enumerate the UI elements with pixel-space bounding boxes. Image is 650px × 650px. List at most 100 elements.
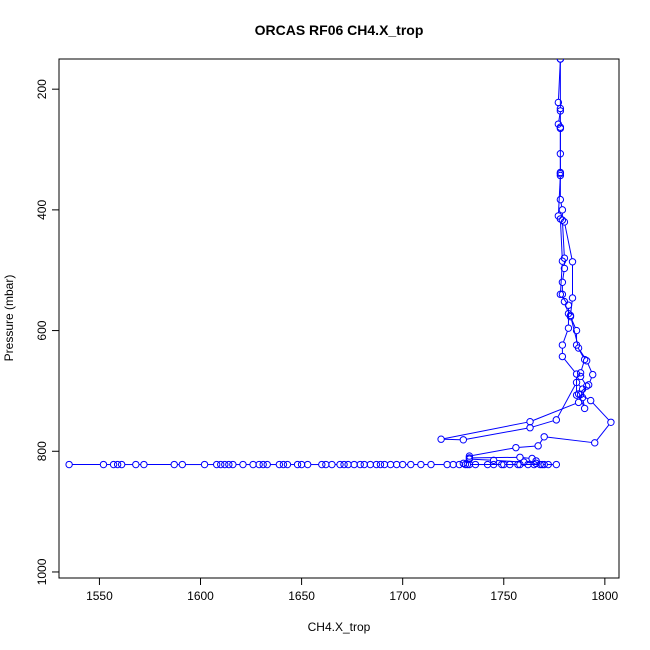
data-point bbox=[584, 381, 593, 389]
data-point bbox=[263, 460, 271, 469]
data-point bbox=[578, 393, 587, 402]
data-point bbox=[540, 433, 548, 441]
series-segment bbox=[587, 363, 592, 372]
series-segment bbox=[581, 362, 585, 370]
x-tick-label: 1550 bbox=[86, 589, 113, 603]
y-tick-label: 1000 bbox=[35, 558, 49, 585]
series-segment bbox=[562, 271, 565, 280]
data-point bbox=[536, 460, 544, 469]
x-tick-label: 1700 bbox=[389, 589, 416, 603]
data-point bbox=[459, 436, 468, 444]
data-point bbox=[558, 352, 567, 361]
series-segment bbox=[539, 439, 543, 444]
data-point bbox=[372, 460, 381, 469]
data-point bbox=[239, 460, 247, 469]
data-point bbox=[556, 171, 565, 180]
data-point bbox=[516, 460, 524, 469]
data-point bbox=[538, 460, 546, 469]
y-tick-label: 200 bbox=[35, 79, 49, 99]
x-tick-label: 1600 bbox=[187, 589, 214, 603]
x-tick-label: 1750 bbox=[490, 589, 517, 603]
data-point bbox=[558, 216, 567, 224]
data-point bbox=[572, 391, 581, 399]
data-point bbox=[376, 460, 385, 469]
series-segment bbox=[557, 385, 576, 418]
data-point bbox=[586, 396, 595, 405]
data-point bbox=[568, 258, 577, 266]
data-point bbox=[293, 460, 302, 469]
series-segment bbox=[444, 421, 528, 440]
data-point bbox=[336, 460, 344, 469]
chart-title: ORCAS RF06 CH4.X_trop bbox=[255, 22, 424, 38]
data-point bbox=[109, 460, 118, 469]
data-point bbox=[366, 460, 375, 469]
data-point bbox=[512, 443, 520, 452]
data-point bbox=[437, 435, 445, 443]
x-axis-label: CH4.X_trop bbox=[308, 620, 371, 634]
data-point bbox=[255, 460, 263, 469]
data-point bbox=[556, 124, 565, 133]
data-point bbox=[392, 460, 401, 469]
data-point bbox=[217, 460, 225, 469]
data-point bbox=[344, 460, 352, 469]
data-point bbox=[221, 460, 229, 469]
data-point bbox=[459, 459, 468, 468]
series-segment bbox=[472, 447, 513, 457]
data-point bbox=[540, 460, 548, 469]
data-point bbox=[117, 460, 126, 469]
series-segment bbox=[596, 424, 610, 441]
data-point bbox=[132, 460, 140, 469]
data-point bbox=[526, 417, 534, 426]
series-segment bbox=[519, 445, 535, 448]
series-segment bbox=[560, 264, 563, 292]
series-segment bbox=[564, 358, 575, 372]
data-point bbox=[212, 460, 221, 469]
data-point bbox=[520, 458, 528, 466]
data-point bbox=[580, 355, 589, 364]
plot-frame bbox=[58, 58, 620, 579]
data-point bbox=[582, 357, 591, 365]
data-point bbox=[516, 453, 524, 462]
data-point bbox=[607, 418, 615, 426]
data-point bbox=[568, 294, 577, 302]
series-segment bbox=[579, 396, 584, 406]
series-segment bbox=[577, 347, 584, 357]
data-point bbox=[465, 452, 474, 460]
data-point bbox=[303, 460, 312, 469]
data-point bbox=[582, 382, 591, 390]
series-segment bbox=[581, 378, 586, 384]
data-point bbox=[534, 442, 542, 450]
data-point bbox=[500, 460, 508, 469]
data-point bbox=[65, 460, 73, 469]
data-point bbox=[514, 460, 522, 469]
data-point bbox=[328, 460, 336, 469]
series-segment bbox=[532, 403, 576, 421]
data-point bbox=[576, 369, 585, 377]
data-point bbox=[552, 416, 561, 424]
series-segment bbox=[582, 400, 585, 406]
data-point bbox=[443, 460, 451, 469]
series-segment bbox=[580, 386, 587, 393]
x-tick-label: 1650 bbox=[288, 589, 315, 603]
data-point bbox=[566, 311, 575, 320]
data-point bbox=[249, 460, 257, 469]
data-point bbox=[526, 424, 534, 432]
data-point bbox=[229, 460, 237, 469]
series-1 bbox=[554, 59, 597, 413]
data-point bbox=[178, 460, 187, 469]
data-point bbox=[322, 460, 330, 469]
data-point bbox=[572, 370, 581, 378]
data-point bbox=[591, 439, 599, 447]
data-point bbox=[417, 460, 425, 469]
series-segment bbox=[561, 296, 567, 303]
data-point bbox=[386, 460, 395, 469]
data-point bbox=[532, 457, 540, 465]
data-point bbox=[554, 120, 563, 128]
data-point bbox=[554, 98, 563, 107]
series-segment bbox=[558, 113, 561, 122]
data-point bbox=[318, 460, 326, 469]
series-segment bbox=[562, 223, 565, 255]
data-point bbox=[528, 454, 536, 463]
data-point bbox=[427, 460, 435, 469]
